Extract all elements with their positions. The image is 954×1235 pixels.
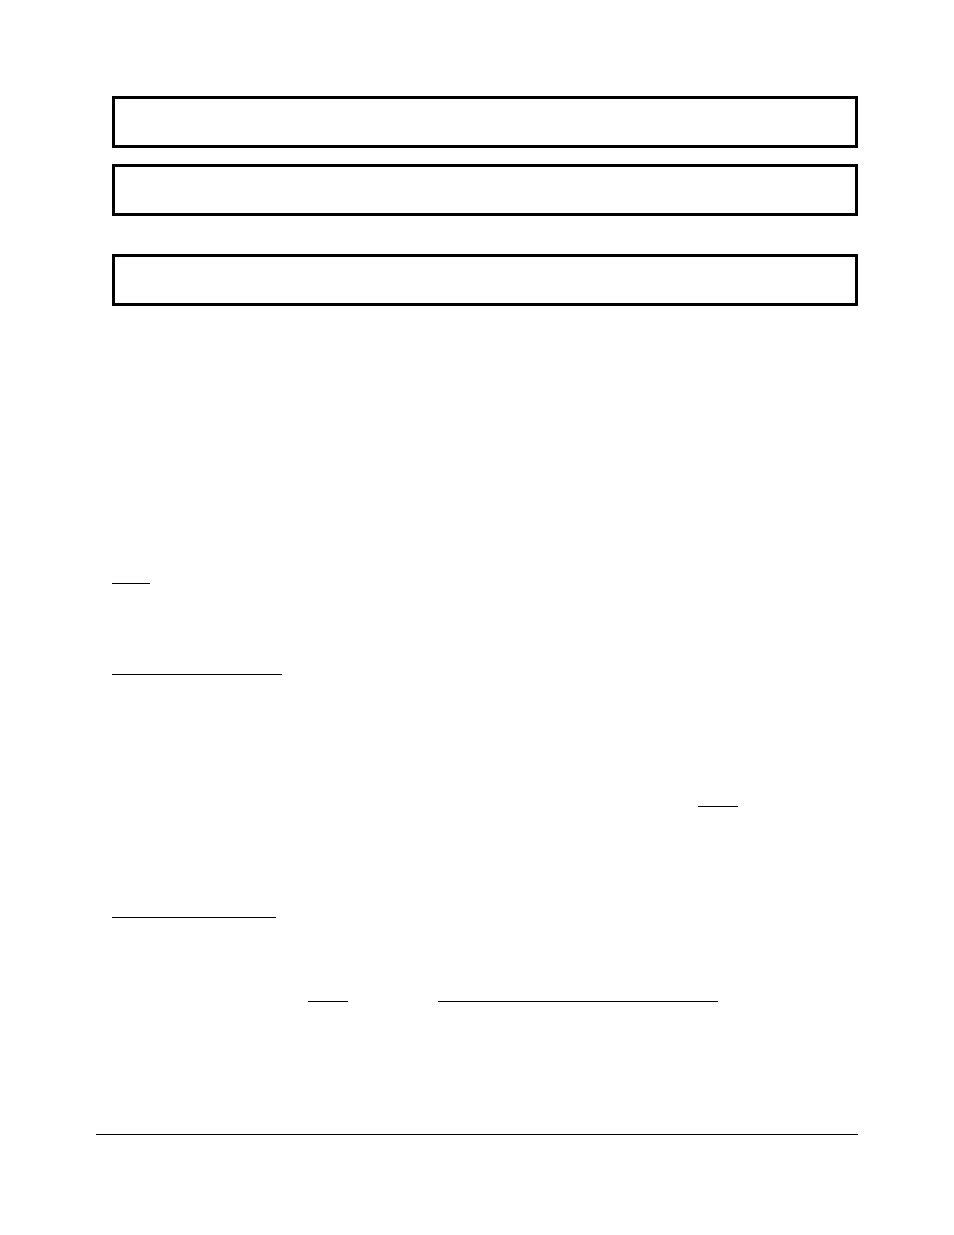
underline-segment (438, 1001, 718, 1002)
form-box-2 (112, 164, 858, 216)
form-box-3 (112, 254, 858, 306)
footer-rule (96, 1134, 858, 1135)
spacer (112, 232, 858, 254)
underline-segment (698, 806, 738, 807)
underline-segment (112, 583, 150, 584)
underline-segment (112, 674, 282, 675)
underline-segment (308, 1001, 348, 1002)
underline-segment (112, 917, 276, 918)
form-box-1 (112, 96, 858, 148)
document-page (0, 0, 954, 1235)
